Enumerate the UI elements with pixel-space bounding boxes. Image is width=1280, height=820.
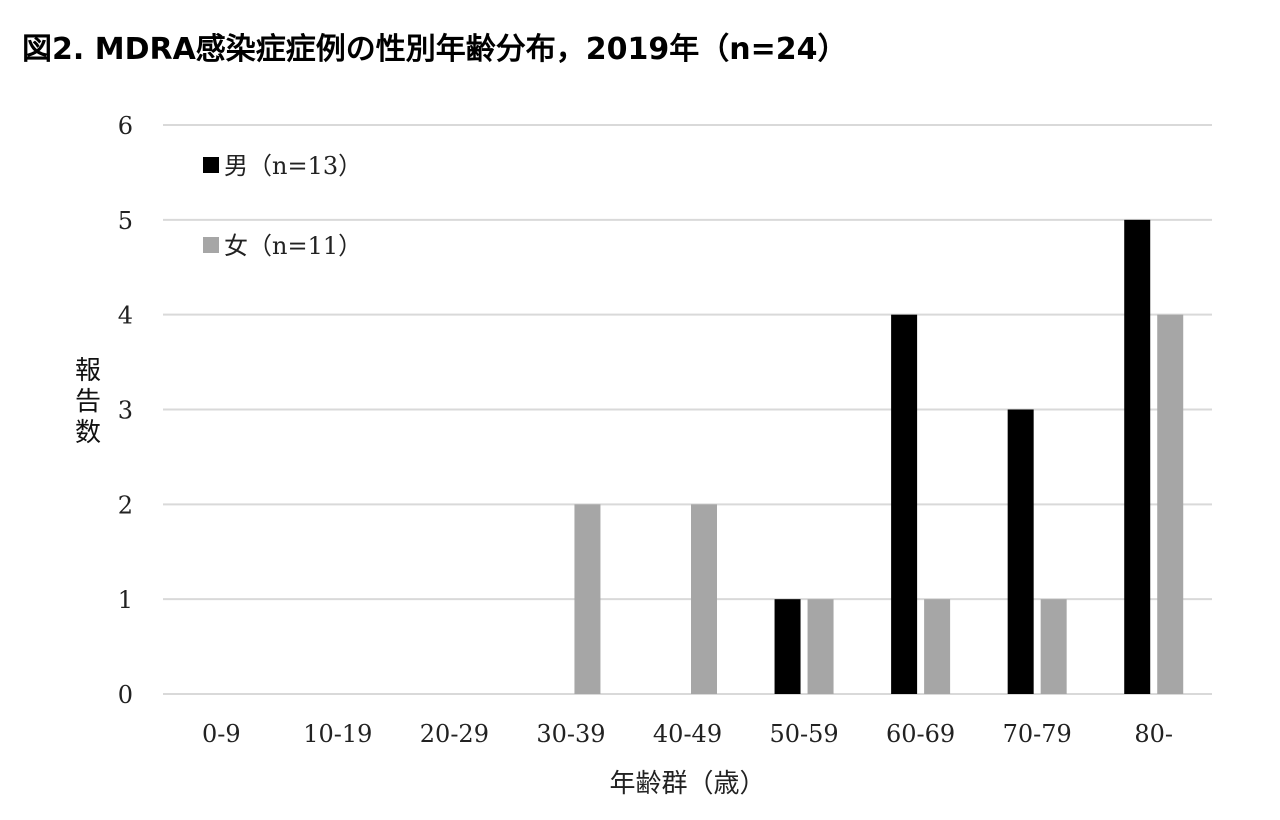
y-tick-label: 1 <box>118 586 133 614</box>
x-tick-label: 50-59 <box>769 720 838 748</box>
bar-female <box>807 599 834 694</box>
bar-male <box>774 599 801 694</box>
y-tick-label: 0 <box>118 681 133 709</box>
legend-label-male: 男（n=13） <box>224 152 362 180</box>
bars <box>574 219 1184 695</box>
y-tick-label: 2 <box>118 491 133 519</box>
y-tick-label: 6 <box>118 112 133 140</box>
y-axis-label: 報 告 数 <box>68 356 108 449</box>
bar-female <box>1157 314 1184 694</box>
x-tick-label: 0-9 <box>202 720 241 748</box>
legend-swatch-female <box>203 237 219 253</box>
bar-female <box>574 504 601 694</box>
y-axis-label-char: 数 <box>74 418 101 448</box>
y-axis-label-char: 報 <box>74 356 101 386</box>
x-tick-label: 10-19 <box>303 720 372 748</box>
x-tick-label: 20-29 <box>420 720 489 748</box>
x-axis-label: 年齢群（歳） <box>609 769 765 799</box>
y-axis-ticks: 0 1 2 3 4 5 6 <box>118 112 133 709</box>
x-tick-label: 60-69 <box>886 720 955 748</box>
bar-female <box>1040 599 1067 694</box>
y-tick-label: 5 <box>118 207 133 235</box>
x-tick-label: 40-49 <box>653 720 722 748</box>
legend: 男（n=13） 女（n=11） <box>203 152 362 260</box>
gridlines <box>163 124 1212 695</box>
y-axis-label-char: 告 <box>74 387 101 417</box>
legend-swatch-male <box>203 157 219 173</box>
bar-male <box>1007 409 1034 694</box>
legend-label-female: 女（n=11） <box>224 232 362 260</box>
bar-female <box>691 504 717 694</box>
y-tick-label: 4 <box>118 302 133 330</box>
x-tick-label: 70-79 <box>1003 720 1072 748</box>
bar-male <box>1124 219 1151 695</box>
x-axis-ticks: 0-9 10-19 20-29 30-39 40-49 50-59 60-69 70-79 80… <box>202 720 1173 748</box>
chart-title: 図2. MDRA感染症症例の性別年齢分布，2019年（n=24） <box>22 32 848 67</box>
x-tick-label: 30-39 <box>536 720 605 748</box>
bar-male <box>891 314 918 694</box>
y-tick-label: 3 <box>118 397 133 425</box>
x-tick-label: 80- <box>1134 720 1173 748</box>
bar-female <box>924 599 951 694</box>
